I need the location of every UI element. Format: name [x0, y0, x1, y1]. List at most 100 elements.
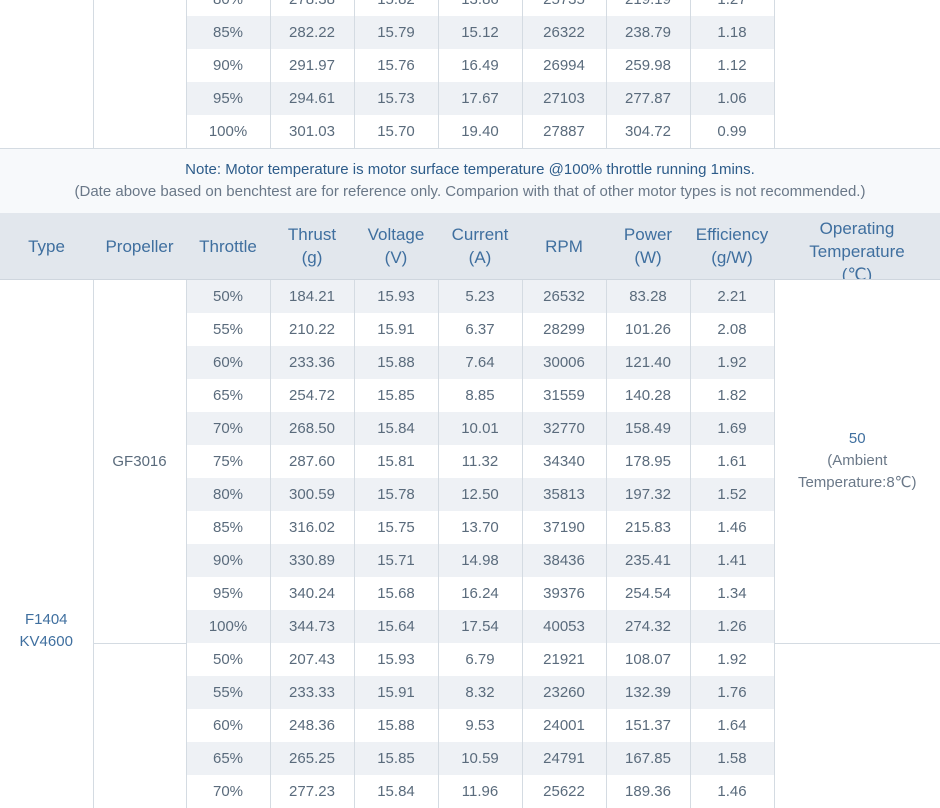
cell-voltage: 15.85	[354, 379, 438, 412]
cell-power: 189.36	[606, 775, 690, 808]
cell-propeller-blank	[93, 0, 186, 148]
header-type: Type	[0, 213, 93, 280]
motor-kv: KV4600	[20, 633, 73, 650]
cell-thrust: 207.43	[270, 643, 354, 676]
cell-efficiency: 2.08	[690, 313, 774, 346]
cell-efficiency: 1.27	[690, 0, 774, 16]
cell-voltage: 15.93	[354, 643, 438, 676]
propeller-cell-2	[93, 643, 186, 808]
cell-power: 167.85	[606, 742, 690, 775]
cell-voltage: 15.82	[354, 0, 438, 16]
cell-throttle: 80%	[186, 0, 270, 16]
cell-voltage: 15.85	[354, 742, 438, 775]
cell-power: 178.95	[606, 445, 690, 478]
cell-voltage: 15.79	[354, 16, 438, 49]
header-voltage: Voltage(V)	[354, 213, 438, 280]
cell-throttle: 100%	[186, 610, 270, 643]
cell-voltage: 15.81	[354, 445, 438, 478]
cell-rpm: 21921	[522, 643, 606, 676]
cell-thrust: 233.36	[270, 346, 354, 379]
cell-thrust: 278.38	[270, 0, 354, 16]
cell-current: 11.96	[438, 775, 522, 808]
cell-power: 259.98	[606, 49, 690, 82]
cell-thrust: 294.61	[270, 82, 354, 115]
cell-thrust: 254.72	[270, 379, 354, 412]
cell-current: 13.86	[438, 0, 522, 16]
cell-thrust: 233.33	[270, 676, 354, 709]
cell-power: 83.28	[606, 280, 690, 314]
cell-throttle: 50%	[186, 643, 270, 676]
cell-current: 14.98	[438, 544, 522, 577]
cell-rpm: 25622	[522, 775, 606, 808]
cell-voltage: 15.93	[354, 280, 438, 314]
cell-thrust: 265.25	[270, 742, 354, 775]
cell-power: 101.26	[606, 313, 690, 346]
cell-efficiency: 1.76	[690, 676, 774, 709]
cell-throttle: 65%	[186, 379, 270, 412]
cell-efficiency: 1.82	[690, 379, 774, 412]
cell-voltage: 15.73	[354, 82, 438, 115]
header-throttle: Throttle	[186, 213, 270, 280]
cell-voltage: 15.84	[354, 775, 438, 808]
temp-ambient-line-2: Temperature:8℃)	[798, 474, 917, 491]
cell-current: 5.23	[438, 280, 522, 314]
cell-throttle: 100%	[186, 115, 270, 148]
cell-power: 197.32	[606, 478, 690, 511]
cell-current: 8.32	[438, 676, 522, 709]
cell-power: 277.87	[606, 82, 690, 115]
cell-rpm: 24001	[522, 709, 606, 742]
cell-current: 6.37	[438, 313, 522, 346]
cell-power: 304.72	[606, 115, 690, 148]
cell-throttle: 90%	[186, 544, 270, 577]
header-power: Power(W)	[606, 213, 690, 280]
cell-rpm: 34340	[522, 445, 606, 478]
cell-current: 17.67	[438, 82, 522, 115]
cell-rpm: 35813	[522, 478, 606, 511]
previous-table-tail: 80%278.3815.8213.8625735219.191.2785%282…	[0, 0, 940, 148]
cell-throttle: 55%	[186, 313, 270, 346]
cell-voltage: 15.84	[354, 412, 438, 445]
cell-efficiency: 1.92	[690, 643, 774, 676]
cell-rpm: 26322	[522, 16, 606, 49]
cell-voltage: 15.76	[354, 49, 438, 82]
cell-rpm: 31559	[522, 379, 606, 412]
cell-throttle: 85%	[186, 511, 270, 544]
cell-voltage: 15.91	[354, 676, 438, 709]
header-current-unit: (A)	[469, 248, 492, 267]
cell-current: 9.53	[438, 709, 522, 742]
motor-data-table: Type Propeller Throttle Thrust(g) Voltag…	[0, 213, 940, 808]
cell-efficiency: 1.12	[690, 49, 774, 82]
previous-data-table: 80%278.3815.8213.8625735219.191.2785%282…	[0, 0, 940, 148]
cell-power: 215.83	[606, 511, 690, 544]
cell-current: 6.79	[438, 643, 522, 676]
cell-rpm: 40053	[522, 610, 606, 643]
cell-thrust: 210.22	[270, 313, 354, 346]
cell-rpm: 27103	[522, 82, 606, 115]
cell-current: 7.64	[438, 346, 522, 379]
cell-current: 15.12	[438, 16, 522, 49]
cell-thrust: 300.59	[270, 478, 354, 511]
cell-voltage: 15.88	[354, 346, 438, 379]
cell-efficiency: 1.26	[690, 610, 774, 643]
cell-rpm: 30006	[522, 346, 606, 379]
header-efficiency-label: Efficiency	[696, 225, 768, 244]
cell-throttle: 90%	[186, 49, 270, 82]
cell-efficiency: 1.46	[690, 775, 774, 808]
cell-voltage: 15.64	[354, 610, 438, 643]
cell-rpm: 38436	[522, 544, 606, 577]
cell-current: 13.70	[438, 511, 522, 544]
cell-current: 19.40	[438, 115, 522, 148]
cell-temp-blank	[774, 0, 940, 148]
cell-thrust: 268.50	[270, 412, 354, 445]
cell-voltage: 15.70	[354, 115, 438, 148]
header-thrust-label: Thrust	[288, 225, 336, 244]
temp-ambient-line-1: (Ambient	[827, 452, 887, 469]
cell-rpm: 23260	[522, 676, 606, 709]
cell-efficiency: 1.58	[690, 742, 774, 775]
benchtest-note: Note: Motor temperature is motor surface…	[0, 148, 940, 213]
cell-thrust: 248.36	[270, 709, 354, 742]
